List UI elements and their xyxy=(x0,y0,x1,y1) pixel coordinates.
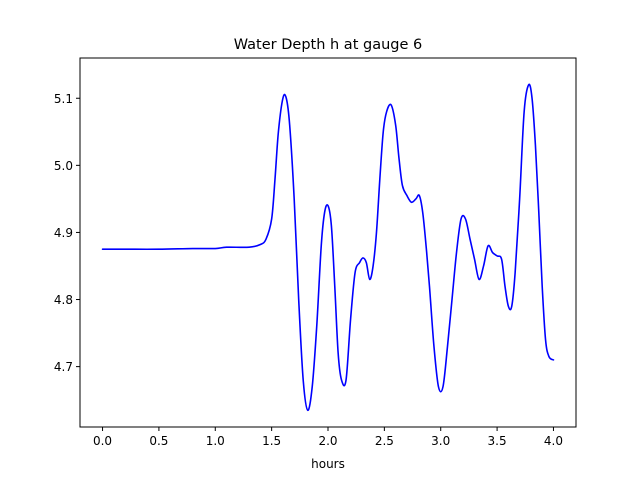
plot-area xyxy=(79,57,577,428)
y-tick-label: 4.9 xyxy=(54,226,73,240)
x-tick-label: 2.0 xyxy=(318,434,337,448)
x-tick-label: 0.0 xyxy=(93,434,112,448)
y-tick-label: 5.1 xyxy=(54,92,73,106)
y-axis: 4.7 4.8 4.9 5.0 5.1 xyxy=(54,92,80,374)
series-line xyxy=(101,83,555,412)
x-tick-label: 1.0 xyxy=(206,434,225,448)
series-layer xyxy=(101,83,555,412)
x-tick-label: 3.0 xyxy=(431,434,450,448)
x-tick-label: 2.5 xyxy=(375,434,394,448)
y-tick-label: 5.0 xyxy=(54,159,73,173)
y-tick-label: 4.8 xyxy=(54,293,73,307)
x-tick-label: 0.5 xyxy=(149,434,168,448)
plot-frame xyxy=(79,57,577,428)
y-tick-label: 4.7 xyxy=(54,360,73,374)
x-axis-label: hours xyxy=(311,457,345,471)
x-axis: 0.0 0.5 1.0 1.5 2.0 2.5 3.0 3.5 4.0 xyxy=(93,427,563,448)
x-tick-label: 1.5 xyxy=(262,434,281,448)
x-tick-label: 4.0 xyxy=(544,434,563,448)
chart-title: Water Depth h at gauge 6 xyxy=(234,37,422,53)
x-tick-label: 3.5 xyxy=(488,434,507,448)
